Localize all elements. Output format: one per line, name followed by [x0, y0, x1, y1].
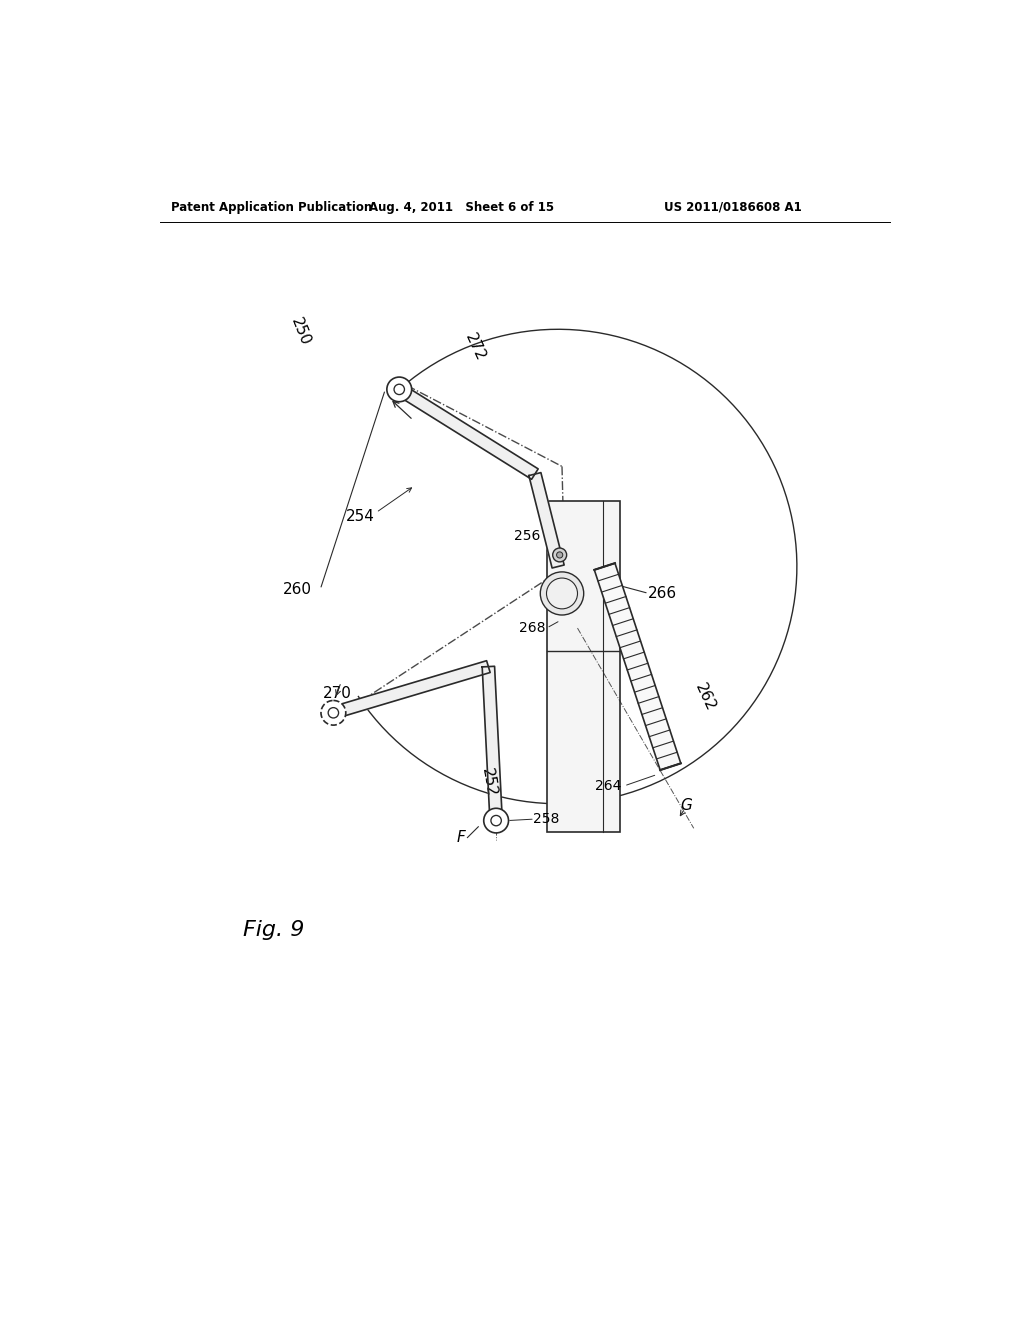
Text: Aug. 4, 2011   Sheet 6 of 15: Aug. 4, 2011 Sheet 6 of 15: [369, 201, 554, 214]
Bar: [547, 502, 621, 832]
Text: Patent Application Publication: Patent Application Publication: [171, 201, 372, 214]
Polygon shape: [528, 473, 564, 568]
Circle shape: [557, 552, 563, 558]
Text: 268: 268: [519, 622, 546, 635]
Text: 264: 264: [595, 779, 622, 793]
Circle shape: [328, 708, 339, 718]
Circle shape: [490, 816, 502, 826]
Circle shape: [483, 808, 509, 833]
Text: 252: 252: [478, 767, 499, 797]
Circle shape: [387, 378, 412, 401]
Circle shape: [321, 701, 346, 725]
Circle shape: [394, 384, 404, 395]
Text: 260: 260: [283, 582, 311, 597]
Text: 254: 254: [346, 510, 375, 524]
Polygon shape: [332, 661, 490, 718]
Text: F: F: [457, 830, 466, 845]
Text: 272: 272: [462, 331, 488, 363]
Text: 262: 262: [692, 681, 718, 714]
Circle shape: [547, 578, 578, 609]
Text: 258: 258: [534, 812, 560, 826]
Text: 250: 250: [288, 315, 312, 348]
Polygon shape: [482, 667, 503, 821]
Circle shape: [541, 572, 584, 615]
Polygon shape: [396, 384, 539, 479]
Polygon shape: [594, 564, 681, 770]
Text: 270: 270: [323, 686, 351, 701]
Text: Fig. 9: Fig. 9: [243, 920, 304, 940]
Text: US 2011/0186608 A1: US 2011/0186608 A1: [665, 201, 802, 214]
Text: G: G: [680, 797, 692, 813]
Text: 256: 256: [514, 529, 541, 543]
Text: 266: 266: [648, 586, 677, 601]
Circle shape: [553, 548, 566, 562]
